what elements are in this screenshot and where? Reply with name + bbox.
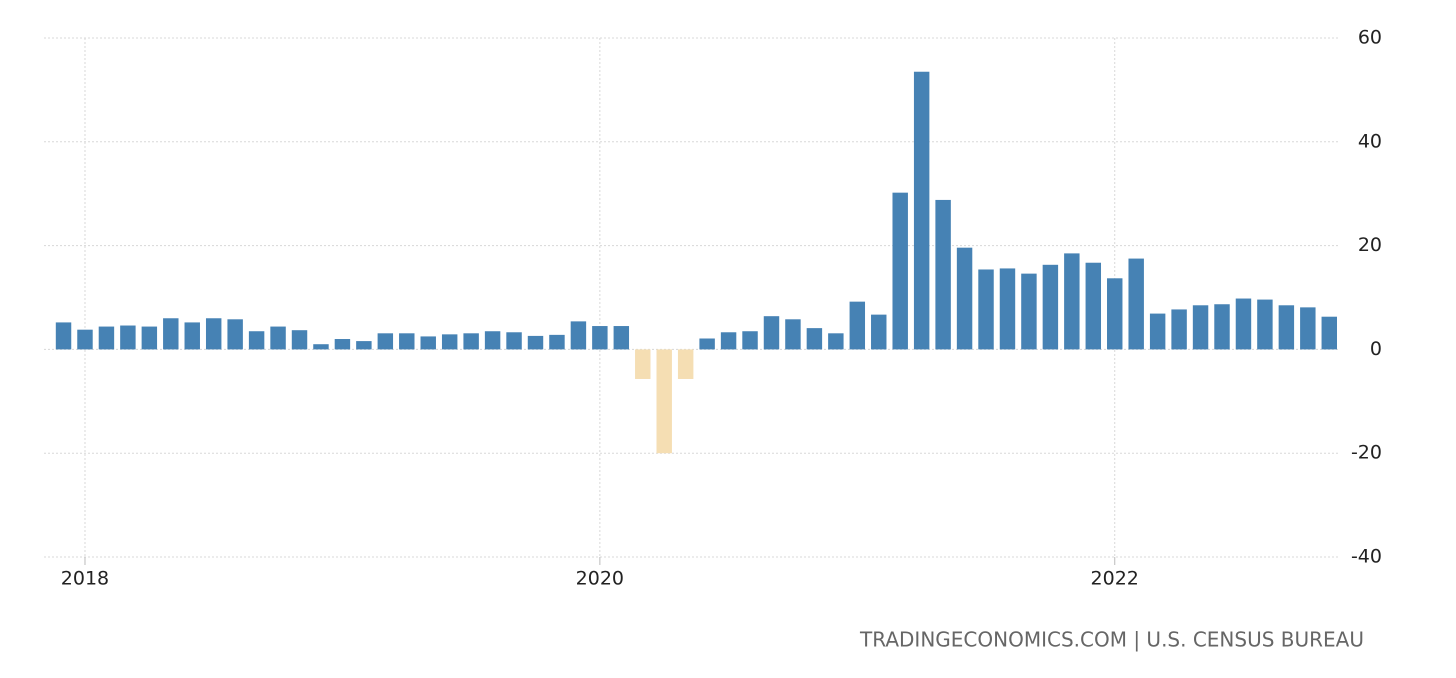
bar — [205, 318, 222, 350]
bar — [184, 322, 200, 350]
bar — [399, 333, 415, 350]
bar — [420, 336, 436, 350]
bar — [549, 334, 565, 350]
bar — [377, 333, 394, 350]
bar — [98, 326, 115, 350]
bar — [1021, 273, 1037, 350]
bar — [441, 334, 458, 350]
bar — [484, 331, 501, 350]
y-tick-label: -20 — [1351, 442, 1382, 464]
y-tick-label: -40 — [1351, 546, 1382, 568]
bar — [763, 316, 780, 350]
bar — [1149, 313, 1166, 350]
bar — [527, 335, 544, 350]
bar — [785, 319, 801, 350]
y-tick-label: 0 — [1370, 338, 1382, 360]
bar — [1278, 305, 1295, 350]
bar — [1107, 278, 1123, 350]
source: TRADINGECONOMICS.COM | U.S. CENSUS BUREA… — [859, 628, 1364, 652]
bar — [1257, 299, 1273, 350]
bar — [313, 344, 329, 350]
bar — [506, 332, 522, 350]
bar — [1064, 253, 1080, 350]
y-tick-label: 20 — [1358, 234, 1382, 256]
y-tick-label: 60 — [1358, 27, 1382, 49]
bar — [463, 333, 479, 350]
bar — [1321, 316, 1337, 350]
bar — [1214, 304, 1230, 350]
bar — [1192, 305, 1209, 350]
bar — [334, 339, 351, 350]
bar — [291, 330, 308, 350]
bar — [656, 349, 672, 454]
bar — [141, 326, 158, 350]
bar — [227, 319, 243, 350]
bar — [592, 326, 608, 350]
bar — [828, 333, 844, 350]
bar — [1235, 298, 1252, 350]
bar — [699, 338, 715, 350]
bar — [356, 341, 372, 350]
bar — [1042, 264, 1059, 350]
bar — [1171, 309, 1187, 350]
bar — [871, 314, 887, 350]
bar — [635, 349, 651, 379]
bar — [978, 269, 994, 350]
x-tick-label: 2018 — [61, 568, 109, 590]
bar — [270, 326, 286, 350]
bar — [570, 321, 587, 350]
bar — [956, 247, 973, 350]
bar — [77, 329, 93, 350]
bar — [1128, 258, 1144, 350]
bar — [613, 326, 630, 350]
bar — [742, 331, 758, 350]
bar — [806, 328, 823, 350]
bar — [849, 301, 866, 350]
bar — [55, 322, 72, 350]
x-tick-label: 2020 — [576, 568, 624, 590]
bar — [163, 318, 179, 350]
bar — [913, 71, 930, 350]
bar — [720, 332, 737, 350]
x-tick-label: 2022 — [1091, 568, 1139, 590]
bar — [892, 192, 908, 350]
bar — [677, 349, 694, 379]
bar — [1300, 307, 1316, 350]
bar — [999, 268, 1016, 350]
bar — [248, 331, 265, 350]
y-tick-label: 40 — [1358, 130, 1382, 152]
bar — [120, 325, 136, 350]
bar — [935, 199, 951, 350]
bar — [1085, 262, 1102, 350]
